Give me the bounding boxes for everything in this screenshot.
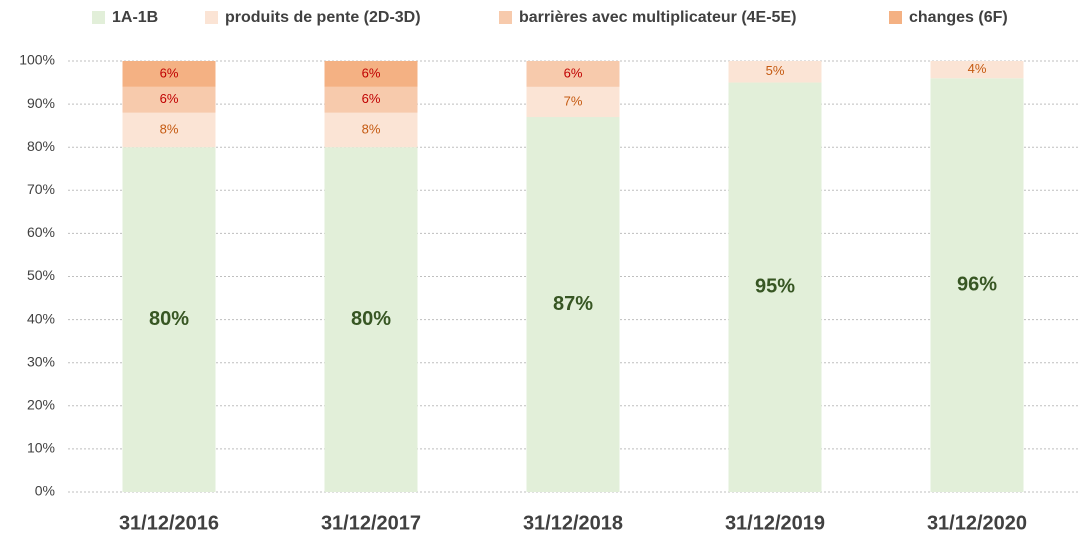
data-label: 6% (160, 91, 179, 106)
y-tick-label: 50% (27, 267, 55, 283)
data-label: 4% (968, 61, 987, 76)
data-label: 6% (564, 65, 583, 80)
data-label: 96% (957, 273, 997, 295)
bar-segment (122, 86, 216, 113)
legend-label: changes (6F) (909, 9, 1008, 26)
legend-swatch (889, 11, 902, 24)
x-tick-label: 31/12/2017 (321, 512, 421, 534)
bar-segment (122, 112, 216, 148)
y-tick-label: 0% (35, 483, 55, 499)
y-tick-label: 40% (27, 310, 55, 326)
y-tick-label: 20% (27, 397, 55, 413)
legend-swatch (205, 11, 218, 24)
bar-segment (122, 147, 216, 492)
data-label: 87% (553, 293, 593, 315)
data-label: 8% (160, 121, 179, 136)
x-tick-label: 31/12/2019 (725, 512, 825, 534)
bar-segment (526, 86, 620, 118)
legend-label: 1A-1B (112, 9, 158, 26)
data-label: 8% (362, 121, 381, 136)
data-label: 5% (766, 63, 785, 78)
bar-segment (122, 61, 216, 87)
legend-swatch (499, 11, 512, 24)
bar-segment (728, 82, 822, 493)
bar-segment (324, 147, 418, 492)
data-label: 95% (755, 276, 795, 298)
y-tick-label: 70% (27, 181, 55, 197)
data-label: 6% (160, 65, 179, 80)
bar-segment (324, 61, 418, 87)
data-label: 7% (564, 93, 583, 108)
bar-segment (728, 61, 822, 83)
legend-label: produits de pente (2D-3D) (225, 9, 421, 26)
data-label: 6% (362, 65, 381, 80)
legend-swatch (92, 11, 105, 24)
data-label: 80% (149, 308, 189, 330)
y-tick-label: 10% (27, 440, 55, 456)
y-tick-label: 90% (27, 95, 55, 111)
x-tick-label: 31/12/2016 (119, 512, 219, 534)
bar-segment (930, 61, 1024, 79)
y-tick-label: 100% (19, 52, 55, 68)
y-tick-label: 80% (27, 138, 55, 154)
data-label: 80% (351, 308, 391, 330)
bar-segment (324, 86, 418, 113)
legend-label: barrières avec multiplicateur (4E-5E) (519, 9, 796, 26)
bar-segment (526, 61, 620, 87)
bar-segment (526, 117, 620, 492)
data-label: 6% (362, 91, 381, 106)
x-tick-label: 31/12/2018 (523, 512, 623, 534)
y-tick-label: 60% (27, 224, 55, 240)
x-tick-label: 31/12/2020 (927, 512, 1027, 534)
y-tick-label: 30% (27, 353, 55, 369)
bar-segment (930, 78, 1024, 493)
bar-segment (324, 112, 418, 148)
